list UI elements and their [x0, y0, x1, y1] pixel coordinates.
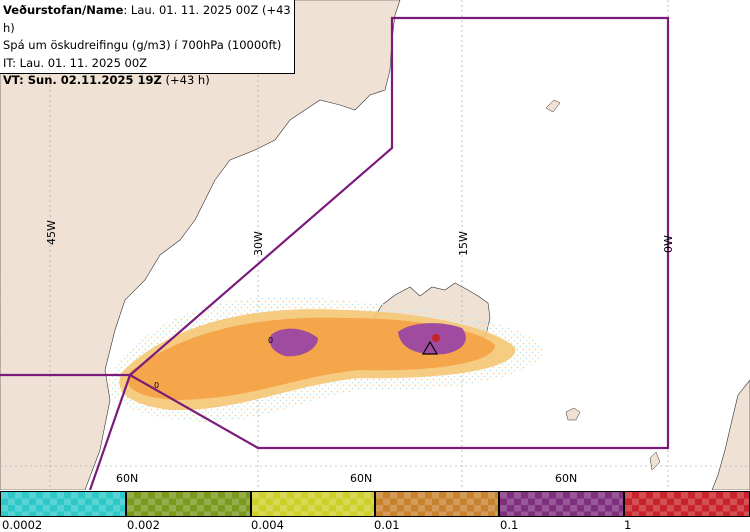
- legend-label-3: 0.004: [251, 518, 284, 532]
- info-line-4: VT: Sun. 02.11.2025 19Z (+43 h): [3, 73, 210, 87]
- legend-swatch-5: [499, 491, 624, 517]
- lon-label-15w: 15W: [457, 231, 470, 256]
- legend-swatch-6: [624, 491, 750, 517]
- lon-label-0w: 0W: [662, 235, 675, 253]
- legend-label-4: 0.01: [374, 518, 400, 532]
- norway: [711, 379, 750, 490]
- lat-label: 60N: [116, 472, 138, 485]
- lat-label: 60N: [555, 472, 577, 485]
- ash-high-west: [269, 328, 318, 357]
- ash-forecast-map: 0 0 45W 30W 15W 0W 60N 60N 60N: [0, 0, 750, 490]
- legend-swatch-2: [126, 491, 251, 517]
- faroe-islands: [565, 407, 581, 421]
- legend-label-1: 0.0002: [2, 518, 43, 532]
- concentration-legend: 0.0002 0.002 0.004 0.01 0.1 1: [0, 491, 750, 532]
- lon-label-30w: 30W: [252, 231, 265, 256]
- info-line-3: IT: Lau. 01. 11. 2025 00Z: [3, 55, 148, 70]
- legend-swatch-3: [251, 491, 375, 517]
- legend-swatch-1: [0, 491, 126, 517]
- legend-label-5: 0.1: [500, 518, 519, 532]
- info-line-1: Veðurstofan/Name: Lau. 01. 11. 2025 00Z …: [3, 3, 291, 35]
- ash-high-east: [398, 323, 466, 355]
- legend-label-6: 1: [624, 518, 632, 532]
- lat-label: 60N: [350, 472, 372, 485]
- lon-label-45w: 45W: [45, 220, 58, 245]
- ash-plume: [108, 296, 543, 423]
- contour-label: 0: [268, 336, 273, 345]
- contour-label: 0: [154, 381, 159, 390]
- forecast-info-box: Veðurstofan/Name: Lau. 01. 11. 2025 00Z …: [0, 0, 295, 87]
- legend-swatch-4: [375, 491, 499, 517]
- info-line-2: Spá um öskudreifingu (g/m3) í 700hPa (10…: [3, 38, 282, 52]
- jan-mayen: [545, 99, 561, 113]
- fir-boundary: [0, 16, 670, 490]
- legend-label-2: 0.002: [127, 518, 160, 532]
- volcano-icon: [421, 340, 439, 355]
